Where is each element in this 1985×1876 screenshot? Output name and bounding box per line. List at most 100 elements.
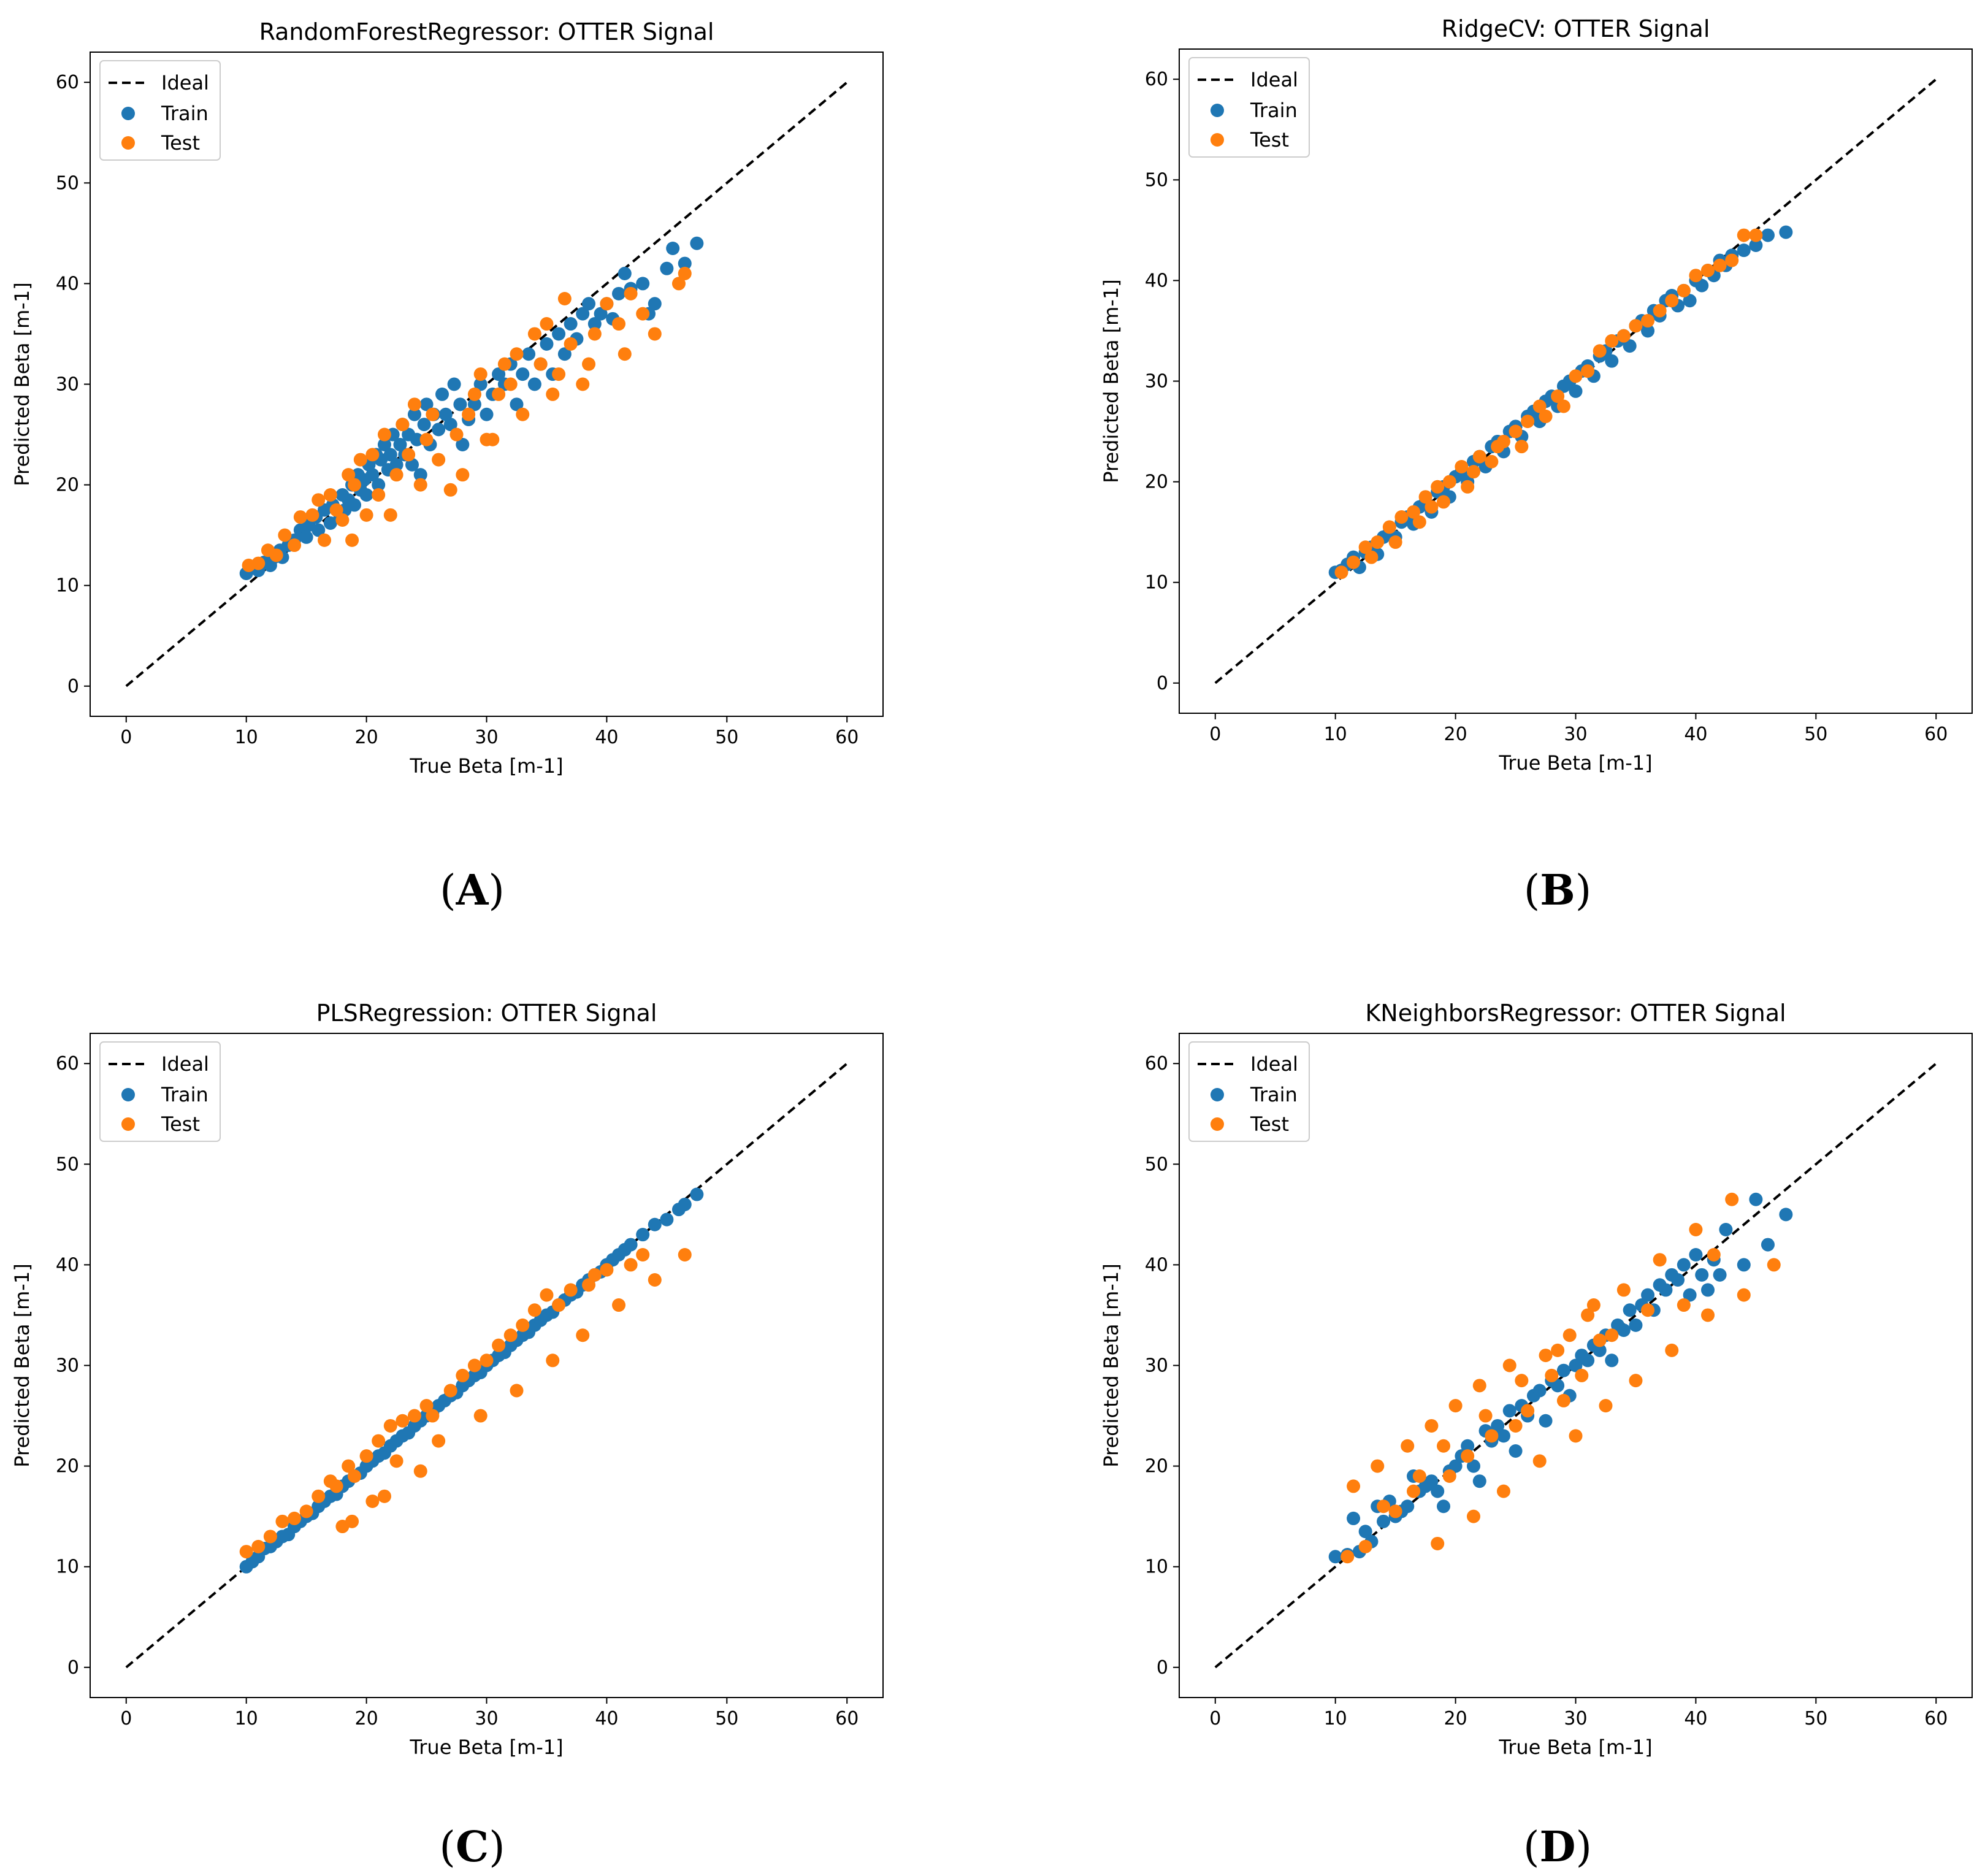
train-point: [557, 347, 572, 361]
x-tick-label: 40: [1684, 1708, 1707, 1729]
test-point: [1515, 1374, 1529, 1388]
train-point: [407, 407, 421, 421]
x-tick-label: 10: [235, 727, 258, 748]
chart-panel-d: KNeighborsRegressor: OTTER Signal 0 10 20 30…: [1100, 1000, 1973, 1759]
test-point: [1605, 334, 1619, 348]
x-tick-label: 20: [354, 727, 378, 748]
test-point: [1641, 1303, 1655, 1317]
test-point: [1707, 1248, 1721, 1262]
train-point: [447, 377, 461, 391]
train-point: [1761, 228, 1775, 242]
test-point: [269, 548, 283, 562]
test-point: [1713, 258, 1727, 272]
train-point: [1713, 1268, 1727, 1282]
test-point: [1509, 424, 1523, 438]
legend-box: [1188, 1041, 1310, 1142]
y-tick-label: 10: [56, 1556, 79, 1578]
test-point: [1593, 344, 1607, 358]
y-tick-label: 60: [1145, 1053, 1168, 1074]
legend-test-swatch: [121, 136, 135, 150]
test-point: [389, 468, 404, 482]
test-point: [467, 387, 481, 401]
y-tick-label: 40: [1145, 1254, 1168, 1276]
x-tick-label: 30: [1564, 724, 1587, 745]
test-point: [1485, 1429, 1499, 1443]
test-point: [576, 377, 590, 391]
x-tick-label: 30: [475, 1708, 498, 1729]
test-point: [278, 528, 292, 542]
series-test: [239, 1248, 692, 1559]
legend-box: [99, 1041, 221, 1142]
train-point: [1328, 1550, 1342, 1564]
test-point: [678, 1248, 692, 1262]
y-tick-label: 60: [56, 72, 79, 93]
chart-panel-b: RidgeCV: OTTER Signal 0 10 20 30 40 50 60 0 10 20 3…: [1100, 15, 1973, 775]
test-point: [503, 377, 518, 391]
legend-label: Ideal: [1250, 1052, 1298, 1076]
train-point: [377, 437, 391, 451]
test-point: [456, 468, 470, 482]
test-point: [372, 488, 386, 502]
train-point: [467, 397, 481, 412]
train-point: [417, 418, 431, 432]
test-point: [1509, 1418, 1523, 1433]
train-point: [678, 256, 692, 270]
train-point: [372, 478, 386, 492]
test-point: [1371, 535, 1385, 549]
test-point: [1767, 1258, 1781, 1272]
test-point: [377, 1489, 391, 1503]
x-tick-label: 20: [354, 1708, 378, 1729]
test-point: [1502, 1358, 1516, 1373]
test-point: [288, 1511, 302, 1525]
test-point: [1616, 1283, 1631, 1297]
test-point: [564, 1283, 578, 1297]
test-point: [1665, 294, 1679, 308]
train-point: [1623, 339, 1637, 353]
y-tick-label: 40: [1145, 270, 1168, 291]
panel-label: (D): [1523, 1823, 1592, 1872]
test-point: [1358, 540, 1372, 554]
train-point: [636, 277, 650, 291]
train-point: [648, 1217, 662, 1231]
test-point: [576, 1328, 590, 1342]
train-point: [1569, 384, 1583, 398]
y-tick-label: 20: [1145, 1456, 1168, 1477]
train-point: [1737, 1258, 1751, 1272]
test-point: [419, 432, 434, 446]
test-point: [359, 1449, 373, 1463]
test-point: [527, 1303, 541, 1317]
train-point: [576, 307, 590, 321]
train-point: [323, 516, 337, 530]
legend-label: Test: [161, 1112, 200, 1136]
test-point: [1371, 1459, 1385, 1473]
chart-title: PLSRegression: OTTER Signal: [316, 1000, 657, 1027]
train-point: [1556, 1363, 1570, 1377]
train-point: [473, 377, 488, 391]
test-point: [342, 1459, 356, 1473]
test-point: [552, 1298, 566, 1312]
test-point: [492, 387, 506, 401]
y-axis-label: Predicted Beta [m-1]: [1100, 279, 1123, 483]
panel-label: (B): [1524, 866, 1592, 915]
train-point: [1641, 1288, 1655, 1302]
test-point: [1382, 520, 1396, 534]
y-tick-label: 20: [56, 475, 79, 496]
test-point: [587, 1268, 602, 1282]
test-point: [648, 1273, 662, 1287]
test-point: [1737, 1288, 1751, 1302]
train-point: [1437, 1499, 1450, 1514]
test-point: [1551, 389, 1565, 404]
test-point: [557, 292, 572, 306]
test-point: [389, 1454, 404, 1468]
train-point: [678, 1197, 692, 1211]
test-point: [1388, 535, 1402, 549]
x-tick-label: 0: [1209, 724, 1221, 745]
x-tick-label: 10: [235, 1708, 258, 1729]
test-point: [407, 397, 421, 412]
train-point: [1683, 294, 1697, 308]
test-point: [1701, 1308, 1715, 1322]
y-tick-label: 0: [1157, 673, 1168, 694]
train-point: [453, 397, 467, 412]
test-point: [497, 357, 511, 371]
